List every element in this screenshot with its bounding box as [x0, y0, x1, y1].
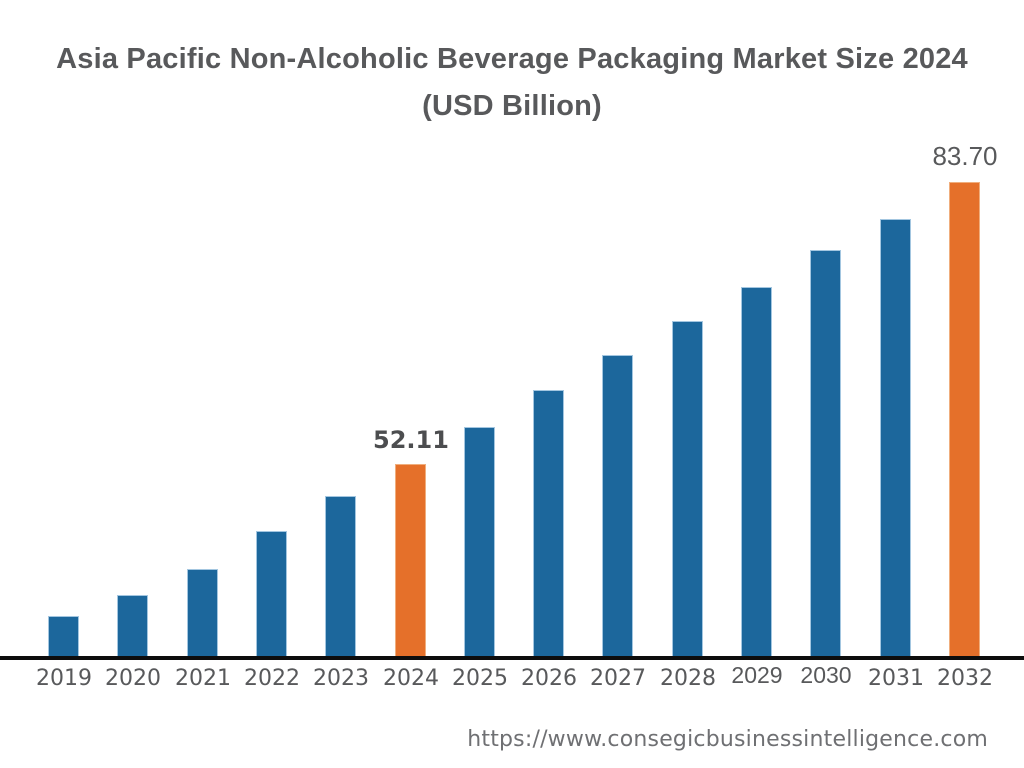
bar-2026 [533, 390, 564, 659]
bar-2021 [187, 569, 218, 659]
value-label-2024: 52.11 [373, 426, 449, 454]
footer-url: https://www.consegicbusinessintelligence… [467, 727, 988, 752]
bar-2025 [464, 427, 495, 659]
chart-title: Asia Pacific Non-Alcoholic Beverage Pack… [0, 36, 1024, 130]
x-tick-2031: 2031 [868, 666, 924, 691]
chart-title-line-2: (USD Billion) [422, 90, 602, 122]
x-tick-2021: 2021 [175, 666, 231, 691]
bar-2019 [48, 616, 79, 659]
bar-2022 [256, 531, 287, 659]
bar-2020 [117, 595, 148, 659]
x-tick-2027: 2027 [590, 666, 646, 691]
bar-2024 [395, 464, 426, 659]
x-tick-2029: 2029 [731, 662, 783, 688]
bar-2028 [672, 321, 703, 659]
x-tick-2030: 2030 [800, 662, 852, 688]
x-tick-2023: 2023 [313, 666, 369, 691]
bar-2030 [810, 250, 841, 659]
value-label-2032: 83.70 [932, 141, 998, 171]
bar-2029 [741, 287, 772, 659]
bar-2032 [949, 182, 980, 659]
x-tick-2024: 2024 [383, 666, 439, 691]
bar-2023 [325, 496, 356, 659]
chart-title-line-1: Asia Pacific Non-Alcoholic Beverage Pack… [56, 43, 968, 75]
x-tick-2032: 2032 [937, 666, 993, 691]
x-tick-2028: 2028 [660, 666, 716, 691]
bar-2031 [880, 219, 911, 659]
bar-2027 [602, 355, 633, 659]
x-tick-2020: 2020 [105, 666, 161, 691]
x-tick-2026: 2026 [521, 666, 577, 691]
x-axis-line [0, 656, 1024, 660]
x-tick-2022: 2022 [244, 666, 300, 691]
x-tick-2019: 2019 [36, 666, 92, 691]
x-tick-2025: 2025 [452, 666, 508, 691]
